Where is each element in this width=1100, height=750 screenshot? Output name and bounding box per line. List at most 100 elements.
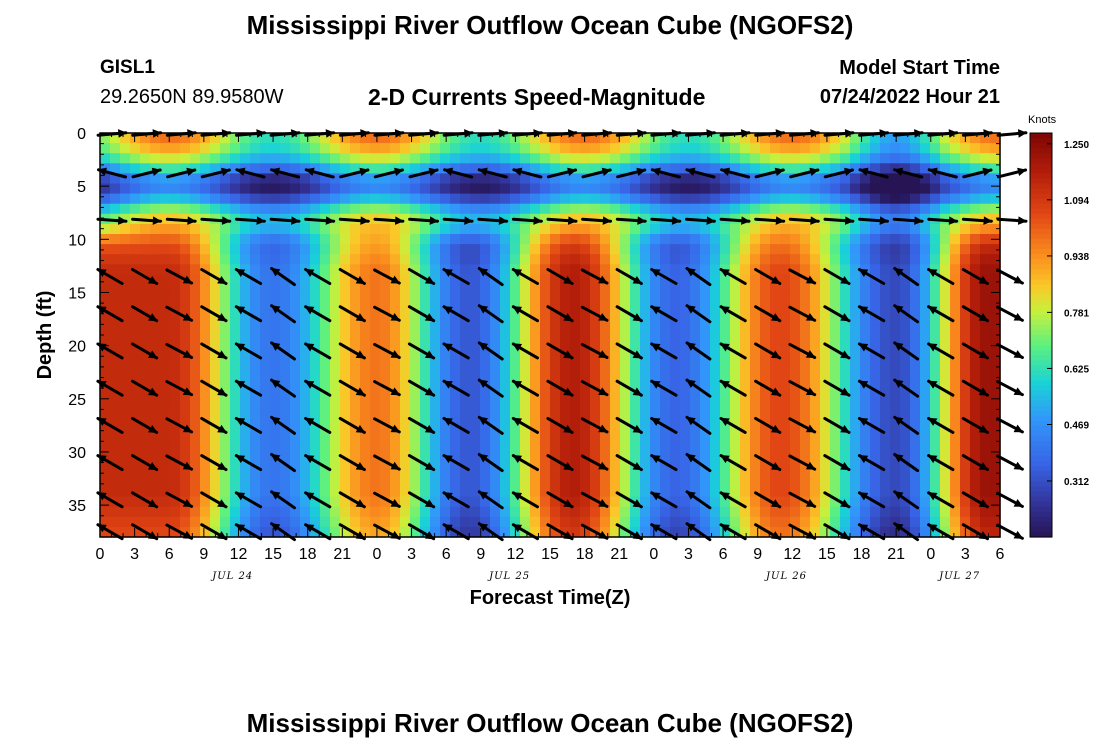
heatmap-cell <box>400 324 411 336</box>
current-arrow <box>961 379 989 397</box>
heatmap-cell <box>660 133 671 144</box>
arrow-head <box>1013 461 1024 470</box>
heatmap-cell <box>460 335 471 346</box>
heatmap-cell <box>810 254 821 265</box>
colorbar-segment <box>1030 506 1052 513</box>
heatmap-cell <box>780 385 791 397</box>
heatmap-cell <box>420 405 431 417</box>
heatmap-cell <box>830 415 841 427</box>
heatmap-cell <box>550 395 561 407</box>
arrow-head <box>805 498 816 507</box>
heatmap-cell <box>940 425 951 437</box>
arrow-head <box>770 387 781 396</box>
heatmap-cell <box>450 415 461 427</box>
heatmap-cell <box>610 203 621 215</box>
heatmap-cell <box>220 274 231 286</box>
heatmap-cell <box>290 355 301 366</box>
heatmap-cell <box>130 244 141 255</box>
heatmap-cell <box>760 466 771 477</box>
heatmap-cell <box>800 223 811 235</box>
heatmap-cell <box>890 405 901 417</box>
heatmap-cell <box>340 395 351 407</box>
heatmap-cell <box>330 223 341 235</box>
heatmap-cell <box>190 365 201 376</box>
heatmap-cell <box>410 284 421 296</box>
heatmap-cell <box>330 335 341 346</box>
heatmap-cell <box>620 234 631 245</box>
heatmap-cell <box>980 264 991 275</box>
heatmap-cell <box>830 274 841 286</box>
heatmap-cell <box>850 375 861 387</box>
heatmap-cell <box>480 496 491 508</box>
heatmap-cell <box>760 415 771 427</box>
heatmap-cell <box>920 345 931 356</box>
heatmap-cell <box>810 203 821 215</box>
heatmap-cell <box>940 375 951 387</box>
heatmap-cell <box>280 486 291 498</box>
heatmap-cell <box>390 355 401 366</box>
heatmap-cell <box>180 486 191 498</box>
heatmap-cell <box>440 446 451 457</box>
heatmap-cell <box>330 375 341 387</box>
heatmap-cell <box>380 294 391 306</box>
heatmap-cell <box>120 425 131 437</box>
heatmap-cell <box>970 284 981 296</box>
heatmap-cell <box>610 133 621 144</box>
arrow-head <box>1013 424 1024 433</box>
heatmap-cell <box>440 314 451 326</box>
heatmap-cell <box>600 223 611 235</box>
colorbar-tick-label: 1.250 <box>1064 140 1089 151</box>
heatmap-cell <box>440 193 451 205</box>
arrow-head <box>686 416 696 426</box>
heatmap-cell <box>390 365 401 376</box>
heatmap-cell <box>980 153 991 164</box>
heatmap-cell <box>970 183 981 195</box>
heatmap-cell <box>670 395 681 407</box>
heatmap-cell <box>950 405 961 417</box>
heatmap-cell <box>870 193 881 205</box>
heatmap-cell <box>340 446 351 457</box>
heatmap-cell <box>190 213 201 225</box>
heatmap-cell <box>160 516 171 528</box>
heatmap-cell <box>370 304 381 316</box>
heatmap-cell <box>150 304 161 316</box>
heatmap-cell <box>820 163 831 174</box>
heatmap-cell <box>770 153 781 164</box>
heatmap-cell <box>760 375 771 387</box>
heatmap-cell <box>490 254 501 265</box>
heatmap-cell <box>310 133 321 144</box>
heatmap-cell <box>790 395 801 407</box>
heatmap-cell <box>710 496 721 508</box>
heatmap-cell <box>590 203 601 215</box>
heatmap-cell <box>910 496 921 508</box>
heatmap-cell <box>980 405 991 417</box>
heatmap-cell <box>110 345 121 356</box>
heatmap-cell <box>540 335 551 346</box>
heatmap-cell <box>970 193 981 205</box>
heatmap-cell <box>270 244 281 255</box>
heatmap-cell <box>550 335 561 346</box>
heatmap-cell <box>970 405 981 417</box>
heatmap-cell <box>970 133 981 144</box>
heatmap-cell <box>140 133 151 144</box>
heatmap-cell <box>540 324 551 336</box>
current-arrow <box>754 305 782 323</box>
heatmap-cell <box>740 173 751 185</box>
heatmap-cell <box>610 213 621 225</box>
heatmap-cell <box>950 294 961 306</box>
heatmap-cell <box>480 476 491 488</box>
colorbar-tick-label: 0.312 <box>1064 477 1089 488</box>
arrow-head <box>598 498 609 507</box>
heatmap-cell <box>420 436 431 447</box>
heatmap-cell <box>160 264 171 275</box>
heatmap-cell <box>730 153 741 164</box>
heatmap-cell <box>430 203 441 215</box>
heatmap-cell <box>100 143 111 154</box>
heatmap-cell <box>770 456 781 467</box>
arrow-head <box>563 462 574 471</box>
arrow-head <box>858 306 869 315</box>
heatmap-cell <box>490 405 501 417</box>
heatmap-cell <box>420 223 431 235</box>
heatmap-cell <box>390 153 401 164</box>
heatmap-cell <box>100 496 111 508</box>
